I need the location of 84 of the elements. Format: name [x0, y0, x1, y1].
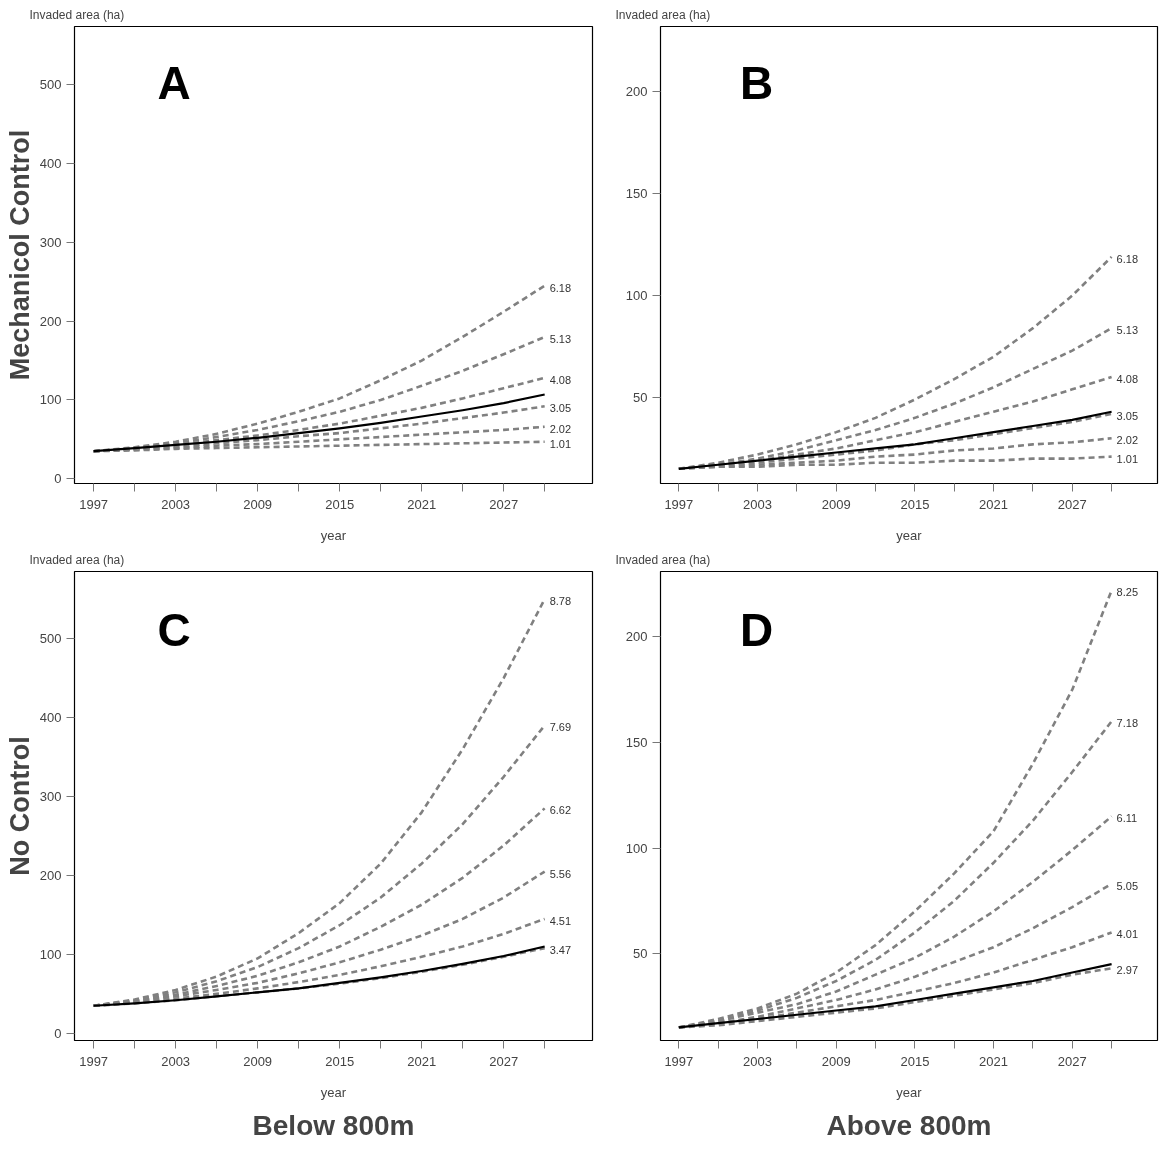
y-tick-label: 100	[625, 840, 648, 856]
series-label: 8.78	[549, 595, 572, 608]
series-label: 5.05	[1116, 879, 1139, 892]
text: Mechanicol Control	[4, 129, 35, 381]
y-axis-title: Invaded area (ha)	[29, 552, 125, 567]
x-tick-label: 2015	[900, 1053, 930, 1069]
x-tick-label: 1997	[79, 496, 109, 512]
series-label: 6.62	[549, 804, 572, 817]
series-label: 2.02	[549, 422, 572, 435]
y-tick-label: 150	[625, 734, 648, 750]
x-tick-label: 2003	[743, 496, 772, 512]
series-label: 4.51	[549, 914, 572, 927]
x-tick-label: 2003	[161, 496, 191, 512]
text: Below 800m	[252, 1109, 415, 1141]
series-label: 5.56	[549, 867, 572, 880]
series-label: 3.05	[1116, 409, 1139, 422]
y-tick-label: 500	[39, 77, 62, 93]
x-tick-label: 1997	[664, 496, 694, 512]
series-label: 7.69	[549, 721, 572, 734]
series-label: 3.47	[549, 944, 572, 957]
x-tick-label: 2009	[243, 1053, 273, 1069]
y-tick-label: 500	[39, 631, 62, 647]
x-axis-title: year	[896, 1084, 923, 1100]
y-tick-label: 200	[39, 313, 62, 329]
text: D	[740, 603, 774, 656]
series-label: 4.08	[1116, 373, 1139, 386]
series-label: 1.01	[1116, 452, 1139, 465]
y-tick-label: 200	[625, 629, 648, 645]
series-label: 2.02	[1116, 434, 1139, 447]
x-tick-label: 2021	[407, 1053, 437, 1069]
series-label: 4.08	[549, 373, 572, 386]
x-tick-label: 2027	[1057, 496, 1087, 512]
y-tick-label: 50	[633, 389, 648, 405]
x-tick-label: 1997	[79, 1053, 109, 1069]
x-tick-label: 2003	[743, 1053, 772, 1069]
y-tick-label: 100	[39, 946, 62, 962]
series-label: 7.18	[1116, 717, 1139, 730]
y-tick-label: 300	[39, 234, 62, 250]
text: No Control	[4, 736, 35, 876]
y-tick-label: 0	[54, 1025, 62, 1041]
x-tick-label: 2009	[821, 1053, 851, 1069]
y-tick-label: 200	[625, 84, 648, 100]
series-label: 6.18	[549, 281, 572, 294]
x-tick-label: 2015	[325, 1053, 355, 1069]
x-tick-label: 2009	[243, 496, 273, 512]
x-tick-label: 2015	[325, 496, 355, 512]
series-label: 3.05	[549, 402, 572, 415]
x-axis-title: year	[896, 527, 923, 543]
y-tick-label: 200	[39, 867, 62, 883]
series-label: 8.25	[1116, 586, 1139, 599]
x-tick-label: 2021	[979, 496, 1009, 512]
y-tick-label: 100	[39, 392, 62, 408]
series-label: 6.18	[1116, 252, 1139, 265]
x-tick-label: 2027	[489, 496, 519, 512]
series-label: 6.11	[1116, 812, 1138, 825]
x-tick-label: 2003	[161, 1053, 191, 1069]
x-tick-label: 2021	[979, 1053, 1009, 1069]
y-tick-label: 400	[39, 156, 62, 172]
y-tick-label: 150	[625, 186, 648, 202]
y-tick-label: 300	[39, 789, 62, 805]
text: Above 800m	[826, 1109, 992, 1141]
y-tick-label: 50	[633, 946, 648, 962]
series-label: 5.13	[549, 332, 572, 345]
text: B	[740, 56, 774, 109]
x-tick-label: 2027	[1057, 1053, 1087, 1069]
y-tick-label: 400	[39, 710, 62, 726]
y-axis-title: Invaded area (ha)	[615, 552, 711, 567]
text: C	[157, 603, 191, 656]
series-label: 2.97	[1116, 964, 1139, 977]
series-label: 1.01	[549, 437, 572, 450]
x-axis-title: year	[320, 527, 347, 543]
x-tick-label: 2021	[407, 496, 437, 512]
text: A	[157, 56, 191, 109]
x-axis-title: year	[320, 1084, 347, 1100]
x-tick-label: 2009	[821, 496, 851, 512]
y-axis-title: Invaded area (ha)	[615, 7, 711, 22]
x-tick-label: 2015	[900, 496, 930, 512]
y-tick-label: 0	[54, 471, 62, 487]
y-tick-label: 100	[625, 288, 648, 304]
x-tick-label: 1997	[664, 1053, 694, 1069]
series-label: 4.01	[1116, 928, 1139, 941]
x-tick-label: 2027	[489, 1053, 519, 1069]
series-label: 5.13	[1116, 324, 1139, 337]
y-axis-title: Invaded area (ha)	[29, 7, 125, 22]
